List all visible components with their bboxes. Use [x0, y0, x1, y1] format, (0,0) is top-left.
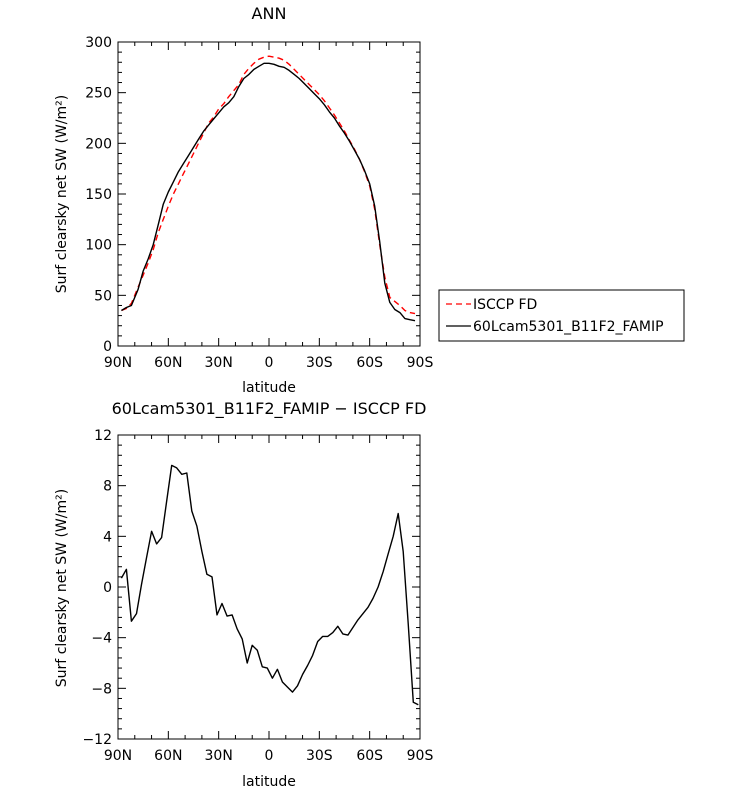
bottom-panel: 60Lcam5301_B11F2_FAMIP − ISCCP FD 90N 60N…: [54, 399, 433, 790]
y-tick-label: 4: [103, 529, 112, 545]
y-tick-label: 150: [85, 187, 112, 203]
x-tick-label: 30S: [306, 748, 333, 764]
legend-label-model: 60Lcam5301_B11F2_FAMIP: [473, 319, 664, 335]
bottom-chart-title: 60Lcam5301_B11F2_FAMIP − ISCCP FD: [112, 399, 427, 419]
bottom-x-axis-label: latitude: [242, 774, 296, 790]
y-tick-label: 0: [103, 580, 112, 596]
top-chart-title: ANN: [252, 4, 287, 23]
top-plot-frame: [117, 41, 421, 347]
x-tick-label: 90N: [104, 355, 132, 371]
x-tick-label: 60S: [356, 355, 383, 371]
x-tick-label: 60N: [154, 748, 182, 764]
legend-box: [438, 289, 685, 342]
top-panel: ANN 90N 60N 30N 0 30S 60S 90S 0 50 100 150 200 250 30…: [54, 4, 685, 396]
x-tick-label: 0: [265, 355, 274, 371]
y-tick-label: 12: [94, 428, 112, 444]
top-plot-area: 90N 60N 30N 0 30S 60S 90S 0 50 100 150 200 250 300: [85, 35, 433, 371]
x-tick-label: 90S: [407, 748, 434, 764]
y-tick-label: 50: [94, 288, 112, 304]
x-tick-label: 0: [265, 748, 274, 764]
series-line-isccp-fd: [121, 55, 416, 315]
y-tick-label: −4: [91, 631, 112, 647]
y-tick-label: 100: [85, 238, 112, 254]
x-tick-label: 30N: [205, 748, 233, 764]
y-tick-label: −8: [91, 681, 112, 697]
series-line-60lcam5301-b11f2-famip: [121, 62, 416, 322]
y-tick-label: 0: [103, 339, 112, 355]
y-tick-label: 250: [85, 86, 112, 102]
difference-series-line: [120, 464, 419, 706]
x-tick-label: 60S: [356, 748, 383, 764]
x-tick-label: 60N: [154, 355, 182, 371]
y-tick-label: 200: [85, 136, 112, 152]
bottom-plot-area: 90N 60N 30N 0 30S 60S 90S −12 −8 −4 0 4 8 12: [82, 428, 433, 764]
x-tick-label: 30S: [306, 355, 333, 371]
x-tick-label: 90S: [407, 355, 434, 371]
legend: ISCCP FD 60Lcam5301_B11F2_FAMIP: [438, 289, 685, 342]
y-tick-label: 300: [85, 35, 112, 51]
x-tick-label: 30N: [205, 355, 233, 371]
bottom-plot-frame: [117, 434, 421, 740]
top-y-axis-label: Surf clearsky net SW (W/m²): [54, 95, 70, 293]
x-tick-label: 90N: [104, 748, 132, 764]
legend-label-isccp: ISCCP FD: [473, 297, 537, 313]
top-x-axis-label: latitude: [242, 380, 296, 396]
y-tick-label: −12: [82, 732, 112, 748]
y-tick-label: 8: [103, 479, 112, 495]
bottom-y-axis-label: Surf clearsky net SW (W/m²): [54, 489, 70, 687]
